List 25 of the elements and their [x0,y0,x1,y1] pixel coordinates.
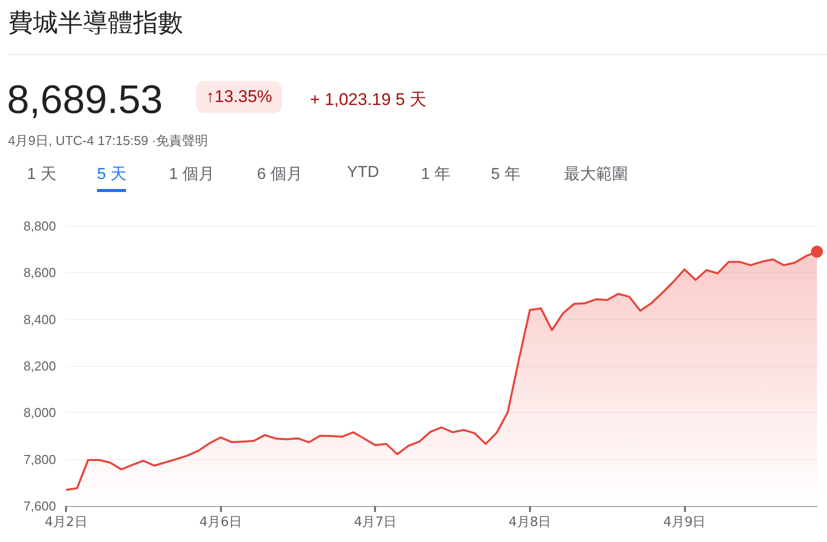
text: ↑13.35% [196,81,282,113]
y-tick-label: 7,800 [23,452,56,467]
text: 5 天 [97,164,126,192]
text: 1 天 [27,165,56,185]
text: 1 年 [421,165,450,185]
y-tick-label: 8,000 [23,405,56,420]
x-tick-label: 4月8日 [508,515,552,530]
text: 6 個月 [257,165,302,185]
text: 5 年 [491,165,520,185]
x-tick-label: 4月7日 [354,515,397,530]
text: 最大範圍 [564,164,628,185]
y-tick-label: 7,600 [23,498,56,514]
y-tick-label: 8,800 [23,218,56,234]
text: 4月9日, UTC-4 17:15:59 ·免責聲明 [8,132,208,150]
text: YTD [347,164,379,183]
text: 1 個月 [169,165,214,185]
chart-title: 費城半導體指數 [8,7,183,39]
text: + 1,023.19 5 天 [310,89,427,111]
x-tick-label: 4月2日 [44,515,88,530]
x-tick-label: 4月9日 [663,515,706,530]
y-tick-label: 8,200 [23,358,56,374]
y-tick-label: 8,400 [23,312,56,327]
y-tick-label: 8,600 [23,265,56,280]
text: 8,689.53 [7,78,163,123]
x-tick-label: 4月6日 [199,515,242,530]
